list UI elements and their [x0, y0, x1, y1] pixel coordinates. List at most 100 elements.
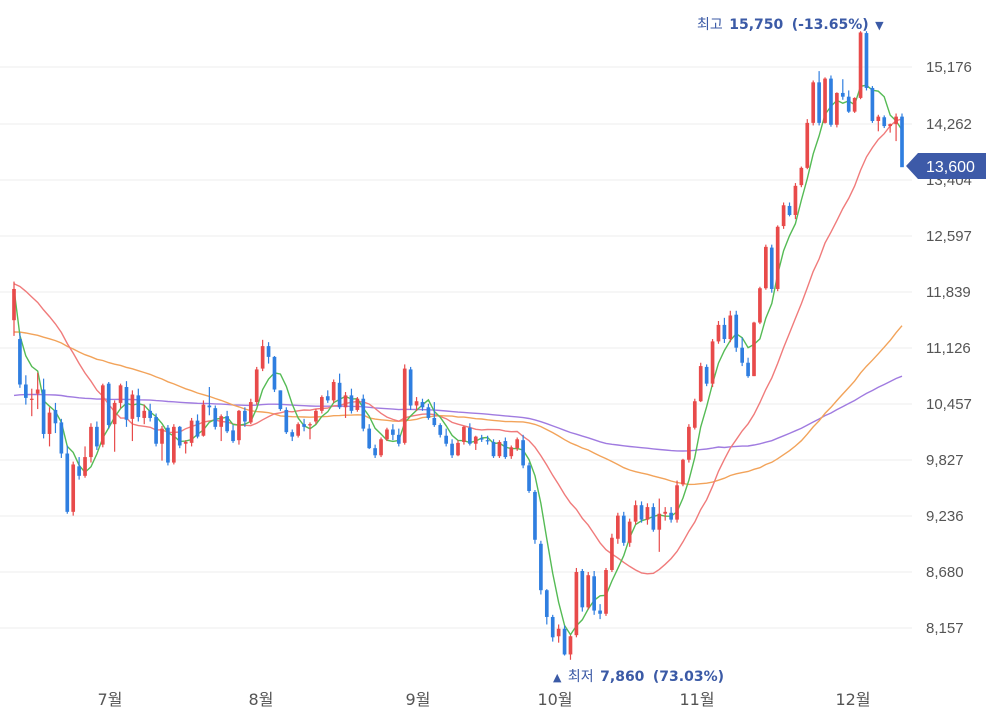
candle-up — [219, 414, 224, 442]
candle-up — [858, 31, 863, 100]
candle-body — [835, 92, 839, 125]
x-tick-label: 10월 — [537, 690, 572, 709]
candle-body — [414, 401, 419, 406]
candle-down — [325, 390, 330, 403]
candle-up — [402, 364, 407, 445]
candle-down — [539, 540, 543, 595]
candle-up — [574, 567, 579, 638]
candle-down — [479, 434, 484, 442]
y-tick-label: 14,262 — [926, 116, 972, 133]
candle-up — [752, 321, 756, 377]
candle-body — [687, 426, 691, 460]
candle-body — [29, 398, 34, 400]
candle-up — [876, 114, 881, 132]
candle-down — [734, 310, 739, 352]
candle-body — [669, 512, 673, 520]
candle-down — [231, 425, 235, 443]
low-annotation: ▲ 최저 7,860 (73.03%) — [553, 669, 724, 685]
high-annotation: 최고 15,750 (-13.65%) ▼ — [697, 17, 884, 33]
candle-body — [18, 339, 22, 385]
candle-body — [367, 428, 372, 449]
candle-body — [740, 347, 744, 363]
ma20-line — [13, 118, 903, 575]
candle-body — [858, 32, 863, 98]
candle-body — [586, 575, 591, 608]
candle-down — [213, 405, 218, 430]
low-label: 최저 — [568, 669, 594, 685]
candle-body — [65, 453, 70, 512]
candle-body — [71, 464, 76, 512]
candle-body — [314, 410, 318, 422]
candle-body — [882, 117, 887, 127]
candle-body — [47, 412, 52, 434]
candle-body — [278, 390, 283, 410]
candle-down — [746, 357, 750, 378]
candle-body — [781, 205, 786, 227]
candle-up — [379, 437, 383, 458]
candle-down — [740, 337, 744, 367]
candle-down — [598, 604, 602, 620]
y-axis: 15,17614,26213,40412,59711,83911,12610,4… — [926, 59, 972, 637]
x-tick-label: 9월 — [406, 690, 431, 709]
ma60-line — [13, 325, 903, 486]
candle-up — [112, 400, 117, 452]
y-tick-label: 9,827 — [926, 452, 964, 469]
y-tick-label: 15,176 — [926, 59, 972, 76]
candle-down — [284, 407, 289, 434]
candle-body — [325, 396, 330, 401]
candle-down — [154, 413, 158, 447]
candle-up — [675, 480, 679, 523]
candle-body — [764, 246, 768, 289]
candle-up — [692, 398, 697, 430]
y-tick-label: 8,157 — [926, 620, 964, 637]
candle-up — [681, 458, 685, 487]
y-tick-label: 8,680 — [926, 564, 964, 581]
candle-down — [272, 356, 277, 393]
candle-down — [829, 75, 833, 127]
candle-up — [823, 77, 827, 124]
candle-down — [527, 462, 531, 493]
candle-up — [142, 404, 147, 425]
candle-body — [35, 389, 40, 394]
candle-body — [544, 590, 549, 617]
candle-down — [195, 414, 200, 439]
candle-up — [29, 388, 34, 417]
candle-down — [124, 381, 129, 427]
candle-body — [823, 78, 827, 123]
candle-body — [675, 485, 679, 520]
candle-up — [248, 398, 253, 425]
candle-down — [592, 570, 596, 615]
candle-body — [219, 416, 224, 427]
candle-down — [450, 439, 454, 458]
low-change: (73.03%) — [653, 669, 724, 685]
candle-up — [657, 498, 662, 552]
candle-body — [633, 505, 638, 522]
candle-down — [432, 402, 437, 427]
candle-body — [550, 616, 555, 638]
candle-body — [758, 288, 762, 323]
candle-down — [349, 388, 354, 414]
candle-body — [728, 315, 733, 340]
candle-body — [556, 628, 561, 637]
candle-body — [183, 441, 188, 444]
candle-down — [361, 394, 366, 432]
candle-body — [533, 491, 537, 540]
candle-up — [100, 383, 105, 448]
candle-up — [201, 400, 206, 437]
candle-up — [515, 437, 520, 451]
candle-down — [65, 445, 70, 514]
candle-body — [876, 116, 881, 122]
candle-body — [752, 322, 756, 377]
current-price-value: 13,600 — [926, 159, 975, 176]
candle-body — [527, 465, 531, 491]
candle-body — [248, 402, 253, 423]
candle-body — [379, 439, 383, 456]
candle-down — [53, 402, 58, 434]
candle-body — [562, 628, 567, 655]
candle-body — [509, 447, 514, 457]
low-marker: ▲ — [553, 671, 562, 684]
candle-body — [846, 96, 851, 112]
candle-down — [302, 418, 306, 432]
